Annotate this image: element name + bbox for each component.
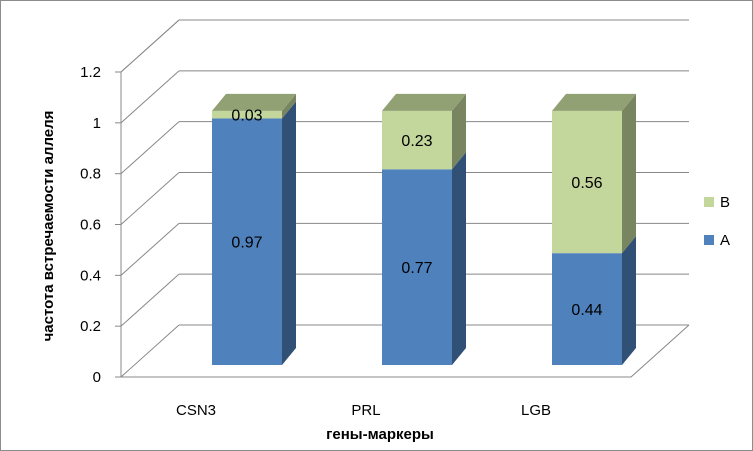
y-tick-label: 0.6: [80, 217, 101, 234]
data-label: 0.23: [401, 133, 432, 150]
bar-top-face: [552, 93, 636, 111]
gridline-diagonal: [120, 121, 180, 175]
bar-B-LGB: [552, 93, 636, 254]
bar-side-face: [452, 152, 466, 365]
legend-swatch: [704, 197, 714, 207]
y-tick-label: 0.4: [80, 267, 101, 284]
bar-side-face: [452, 93, 466, 170]
y-tick-labels: 0 0.2 0.4 0.6 0.8 1 1.2: [80, 64, 101, 386]
y-tick-label: 1: [93, 115, 101, 132]
bar-B-CSN3: [212, 93, 296, 119]
x-axis-title: гены-маркеры: [326, 426, 434, 443]
y-tick-label: 0.8: [80, 166, 101, 183]
legend-label: A: [720, 232, 730, 249]
data-label: 0.56: [571, 175, 602, 192]
bar-top-face: [212, 93, 296, 111]
bars: [212, 93, 636, 365]
gridline-diagonal: [120, 70, 180, 124]
y-tick-label: 0.2: [80, 318, 101, 335]
legend-label: B: [720, 194, 730, 211]
bar-top-face: [382, 93, 466, 111]
floor-edge: [121, 324, 690, 378]
bar-side-face: [282, 93, 296, 119]
bar-front-face: [212, 110, 282, 119]
bar-A-CSN3: [212, 101, 296, 365]
bar-B-PRL: [382, 93, 466, 170]
data-label: 0.03: [231, 108, 262, 125]
bar-A-LGB: [552, 236, 636, 365]
gridline-diagonal: [120, 172, 180, 225]
y-axis-title: частота встречаемости аллеля: [40, 111, 57, 342]
gridline-diagonal: [120, 19, 180, 73]
x-tick-labels: CSN3 PRL LGB: [176, 402, 551, 419]
bar-A-PRL: [382, 152, 466, 365]
bar-front-face: [382, 169, 452, 365]
data-label: 0.77: [401, 260, 432, 277]
data-labels: 0.97 0.03 0.77 0.23 0.44 0.56: [231, 108, 602, 319]
bar-side-face: [622, 93, 636, 254]
x-tick-label: CSN3: [176, 402, 216, 419]
gridline-diagonal: [120, 324, 180, 378]
data-label: 0.44: [571, 302, 602, 319]
gridline-diagonal: [120, 222, 180, 276]
bar-front-face: [382, 110, 452, 170]
bar-front-face: [212, 118, 282, 365]
legend-swatch: [704, 235, 714, 245]
bar-side-face: [622, 236, 636, 365]
gridline-diagonal: [120, 273, 180, 327]
x-tick-label: PRL: [351, 402, 380, 419]
bar-front-face: [552, 253, 622, 365]
legend: BA: [704, 194, 730, 249]
y-tick-label: 1.2: [80, 64, 101, 81]
bar-side-face: [282, 101, 296, 365]
x-tick-label: LGB: [521, 402, 551, 419]
y-tick-label: 0: [93, 369, 101, 386]
bar-front-face: [552, 110, 622, 254]
data-label: 0.97: [231, 235, 262, 252]
